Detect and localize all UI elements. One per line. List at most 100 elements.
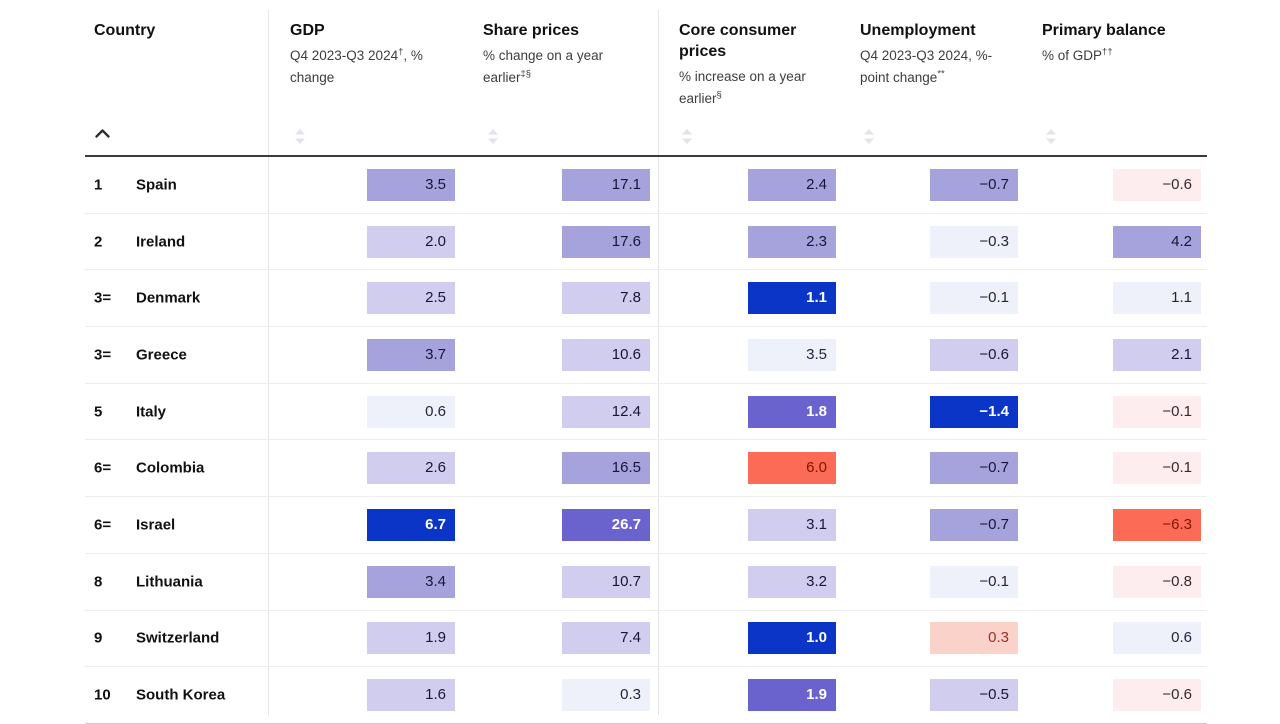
value-cell-core-prices: 3.2 <box>748 565 836 598</box>
value-cell-primary-balance: −0.1 <box>1113 395 1201 428</box>
column-subtitle-gdp: Q4 2023-Q3 2024†, % change <box>290 46 423 85</box>
sort-icon-share-prices[interactable] <box>487 128 499 150</box>
country-name: Spain <box>136 176 177 194</box>
column-header-gdp[interactable]: GDP Q4 2023-Q3 2024†, % change <box>290 20 452 89</box>
rank: 9 <box>94 629 103 647</box>
value-cell-gdp: 2.6 <box>367 452 455 485</box>
value-cell-primary-balance: −0.8 <box>1113 565 1201 598</box>
value-cell-gdp: 2.5 <box>367 282 455 315</box>
value-cell-primary-balance: 2.1 <box>1113 338 1201 371</box>
country-name: Ireland <box>136 233 186 251</box>
sort-icon-gdp[interactable] <box>294 128 306 150</box>
value-cell-unemployment: −0.6 <box>930 338 1018 371</box>
column-header-country[interactable]: Country <box>94 20 155 45</box>
column-title-share-prices[interactable]: Share prices <box>483 22 580 39</box>
sort-ascending-icon[interactable] <box>94 126 111 144</box>
column-header-core-prices[interactable]: Core consumer prices % increase on a yea… <box>679 20 829 110</box>
value-cell-share-prices: 7.4 <box>562 622 650 655</box>
value-cell-primary-balance: −0.6 <box>1113 168 1201 201</box>
value-cell-core-prices: 2.4 <box>748 168 836 201</box>
value-cell-primary-balance: 1.1 <box>1113 282 1201 315</box>
column-title-gdp[interactable]: GDP <box>290 22 325 39</box>
value-cell-share-prices: 0.3 <box>562 679 650 712</box>
rank: 3= <box>94 289 112 307</box>
table-row: 6= Israel 6.7 26.7 3.1 −0.7 −6.3 <box>85 497 1207 554</box>
value-cell-primary-balance: 4.2 <box>1113 225 1201 258</box>
sort-icon-core-prices[interactable] <box>681 128 693 150</box>
value-cell-unemployment: 0.3 <box>930 622 1018 655</box>
value-cell-unemployment: −1.4 <box>930 395 1018 428</box>
value-cell-core-prices: 3.1 <box>748 508 836 541</box>
value-cell-gdp: 1.9 <box>367 622 455 655</box>
sort-icon-unemployment[interactable] <box>863 128 875 150</box>
value-cell-gdp: 3.5 <box>367 168 455 201</box>
value-cell-core-prices: 1.8 <box>748 395 836 428</box>
table-row: 1 Spain 3.5 17.1 2.4 −0.7 −0.6 <box>85 157 1207 214</box>
column-subtitle-unemployment: Q4 2023-Q3 2024, %-point change** <box>860 48 993 85</box>
value-cell-primary-balance: 0.6 <box>1113 622 1201 655</box>
value-cell-core-prices: 6.0 <box>748 452 836 485</box>
value-cell-share-prices: 26.7 <box>562 508 650 541</box>
column-title-core-prices[interactable]: Core consumer prices <box>679 22 797 60</box>
table-row: 10 South Korea 1.6 0.3 1.9 −0.5 −0.6 <box>85 667 1207 724</box>
value-cell-primary-balance: −0.6 <box>1113 679 1201 712</box>
column-divider <box>658 10 659 715</box>
value-cell-unemployment: −0.1 <box>930 282 1018 315</box>
column-subtitle-core-prices: % increase on a year earlier§ <box>679 69 806 106</box>
country-name: Greece <box>136 346 187 364</box>
value-cell-gdp: 1.6 <box>367 679 455 712</box>
column-title-primary-balance[interactable]: Primary balance <box>1042 22 1166 39</box>
table-row: 5 Italy 0.6 12.4 1.8 −1.4 −0.1 <box>85 384 1207 441</box>
value-cell-core-prices: 1.9 <box>748 679 836 712</box>
country-name: South Korea <box>136 686 226 704</box>
value-cell-share-prices: 12.4 <box>562 395 650 428</box>
sort-icon-primary-balance[interactable] <box>1045 128 1057 150</box>
rank: 6= <box>94 459 112 477</box>
value-cell-unemployment: −0.7 <box>930 508 1018 541</box>
table-row: 3= Greece 3.7 10.6 3.5 −0.6 2.1 <box>85 327 1207 384</box>
country-name: Colombia <box>136 459 205 477</box>
value-cell-gdp: 6.7 <box>367 508 455 541</box>
value-cell-gdp: 2.0 <box>367 225 455 258</box>
column-header-unemployment[interactable]: Unemployment Q4 2023-Q3 2024, %-point ch… <box>860 20 1010 89</box>
value-cell-unemployment: −0.1 <box>930 565 1018 598</box>
value-cell-share-prices: 7.8 <box>562 282 650 315</box>
rank: 5 <box>94 403 103 421</box>
table: Country GDP Q4 2023-Q3 2024†, % change S… <box>85 0 1207 724</box>
value-cell-core-prices: 2.3 <box>748 225 836 258</box>
rank: 8 <box>94 573 103 591</box>
country-name: Denmark <box>136 289 201 307</box>
rank: 3= <box>94 346 112 364</box>
value-cell-gdp: 3.7 <box>367 338 455 371</box>
column-title-country[interactable]: Country <box>94 22 156 39</box>
rank: 1 <box>94 176 103 194</box>
rank: 2 <box>94 233 103 251</box>
table-row: 3= Denmark 2.5 7.8 1.1 −0.1 1.1 <box>85 270 1207 328</box>
value-cell-core-prices: 1.0 <box>748 622 836 655</box>
value-cell-share-prices: 17.6 <box>562 225 650 258</box>
column-subtitle-share-prices: % change on a year earlier‡§ <box>483 48 604 85</box>
header-rule <box>85 155 1207 157</box>
value-cell-share-prices: 10.7 <box>562 565 650 598</box>
value-cell-unemployment: −0.5 <box>930 679 1018 712</box>
table-body: 1 Spain 3.5 17.1 2.4 −0.7 −0.6 2 Ireland 2.0 17.6 2… <box>85 157 1207 724</box>
country-name: Israel <box>136 516 176 534</box>
table-row: 9 Switzerland 1.9 7.4 1.0 0.3 0.6 <box>85 611 1207 668</box>
column-subtitle-primary-balance: % of GDP†† <box>1042 46 1113 63</box>
column-title-unemployment[interactable]: Unemployment <box>860 22 976 39</box>
country-name: Switzerland <box>136 629 220 647</box>
value-cell-unemployment: −0.7 <box>930 452 1018 485</box>
rank: 10 <box>94 686 111 704</box>
value-cell-share-prices: 17.1 <box>562 168 650 201</box>
column-divider <box>268 10 269 715</box>
value-cell-share-prices: 10.6 <box>562 338 650 371</box>
value-cell-unemployment: −0.7 <box>930 168 1018 201</box>
value-cell-share-prices: 16.5 <box>562 452 650 485</box>
value-cell-core-prices: 3.5 <box>748 338 836 371</box>
country-name: Italy <box>136 403 167 421</box>
country-name: Lithuania <box>136 573 203 591</box>
column-header-primary-balance[interactable]: Primary balance % of GDP†† <box>1042 20 1204 67</box>
table-row: 6= Colombia 2.6 16.5 6.0 −0.7 −0.1 <box>85 440 1207 498</box>
column-header-share-prices[interactable]: Share prices % change on a year earlier‡… <box>483 20 625 89</box>
